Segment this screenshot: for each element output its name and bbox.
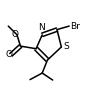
Text: O: O: [11, 30, 18, 39]
Text: O: O: [5, 50, 12, 59]
Text: N: N: [38, 23, 45, 32]
Text: S: S: [64, 42, 69, 51]
Text: Br: Br: [70, 22, 80, 31]
